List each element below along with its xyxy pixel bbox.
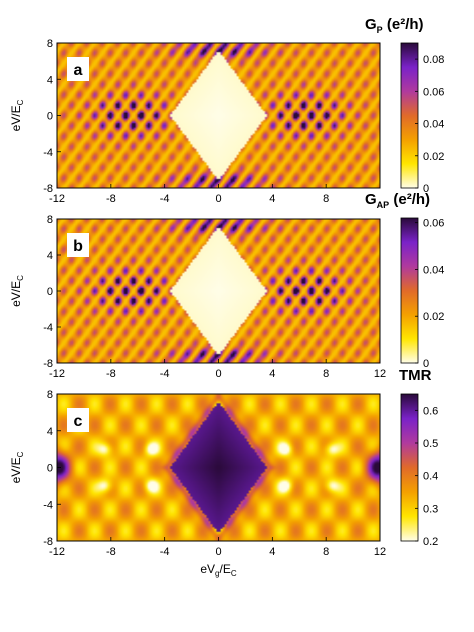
colorbar-b [400,217,419,364]
colorbar-tick-label: 0.6 [423,405,438,417]
x-tick-label: 0 [215,368,221,380]
colorbar-title-main: G [365,16,377,33]
colorbar-title-main: TMR [399,367,432,384]
panel-letter-a: a [74,62,83,79]
x-axis-label-sub2: C [231,569,237,578]
x-tick-label: 8 [323,368,329,380]
panel-letter-box-a [67,57,89,81]
y-tick-label: -4 [43,322,53,334]
x-axis-label: eVg/EC [200,562,236,578]
y-tick-label: 8 [47,38,53,50]
x-tick-label: 8 [323,546,329,558]
y-tick-label: -4 [43,499,53,511]
y-tick-label: 4 [47,426,53,438]
heatmap-c [57,394,380,541]
y-tick-label: -8 [43,183,53,195]
colorbar-title-sub: AP [377,200,390,210]
x-tick-label: -4 [160,546,170,558]
colorbar-title-main: G [365,191,377,208]
colorbar-title-sub: P [377,25,383,35]
colorbar-title: TMR [399,367,432,384]
y-tick-label: 0 [47,286,53,298]
x-tick-label: -8 [106,546,116,558]
x-tick-label: -4 [160,368,170,380]
y-tick-label: 8 [47,389,53,401]
y-tick-label: -8 [43,358,53,370]
colorbar-tick-label: 0 [423,183,429,195]
colorbar-tick-label: 0.5 [423,438,438,450]
heatmap-a [57,43,380,188]
panel-letter-box-c [67,408,89,432]
colorbar-tick-label: 0.04 [423,264,444,276]
y-tick-label: 0 [47,111,53,123]
y-tick-label: 0 [47,463,53,475]
colorbar-a [400,42,419,189]
y-tick-label: 4 [47,250,53,262]
y-tick-label: 8 [47,214,53,226]
colorbar-title-tail: (e²/h) [389,191,430,208]
colorbar-title: GAP (e²/h) [365,191,430,210]
x-axis-label-main: eV [200,562,215,576]
x-tick-label: 4 [269,368,275,380]
x-tick-label: 12 [374,368,386,380]
x-tick-label: -12 [49,546,65,558]
colorbar-c [400,393,419,542]
x-tick-label: 4 [269,193,275,205]
y-axis-label-main: eV/E [9,457,23,483]
y-tick-label: -4 [43,147,53,159]
x-tick-label: 8 [323,193,329,205]
x-tick-label: 4 [269,546,275,558]
colorbar-tick-label: 0.06 [423,86,444,98]
panel-letter-box-b [67,233,89,257]
panel-letter-b: b [73,238,83,255]
heatmap-b [57,219,380,363]
colorbar-tick-label: 0.3 [423,503,438,515]
y-axis-label: eV/EC [9,451,25,483]
x-tick-label: -8 [106,368,116,380]
panel-letter-c: c [74,413,83,430]
colorbar-title: GP (e²/h) [365,16,424,35]
colorbar-tick-label: 0.02 [423,311,444,323]
x-axis-label-sub: g [215,569,219,578]
colorbar-tick-label: 0.04 [423,119,444,131]
x-tick-label: -4 [160,193,170,205]
x-tick-label: -8 [106,193,116,205]
x-tick-label: 12 [374,546,386,558]
x-tick-label: 0 [215,546,221,558]
y-axis-label: eV/EC [9,275,25,307]
y-axis-label-main: eV/E [9,281,23,307]
y-axis-label-sub: C [16,99,25,105]
colorbar-tick-label: 0.4 [423,471,438,483]
x-axis-label-tail: /E [220,562,231,576]
y-tick-label: -8 [43,536,53,548]
x-tick-label: -12 [49,368,65,380]
y-axis-label-main: eV/E [9,105,23,131]
colorbar-tick-label: 0 [423,358,429,370]
colorbar-tick-label: 0.08 [423,54,444,66]
y-tick-label: 4 [47,74,53,86]
y-axis-label: eV/EC [9,99,25,131]
x-tick-label: -12 [49,193,65,205]
y-axis-label-sub: C [16,275,25,281]
colorbar-tick-label: 0.06 [423,218,444,230]
colorbar-tick-label: 0.2 [423,536,438,548]
y-axis-label-sub: C [16,451,25,457]
colorbar-tick-label: 0.02 [423,151,444,163]
x-tick-label: 0 [215,193,221,205]
colorbar-title-tail: (e²/h) [383,16,424,33]
